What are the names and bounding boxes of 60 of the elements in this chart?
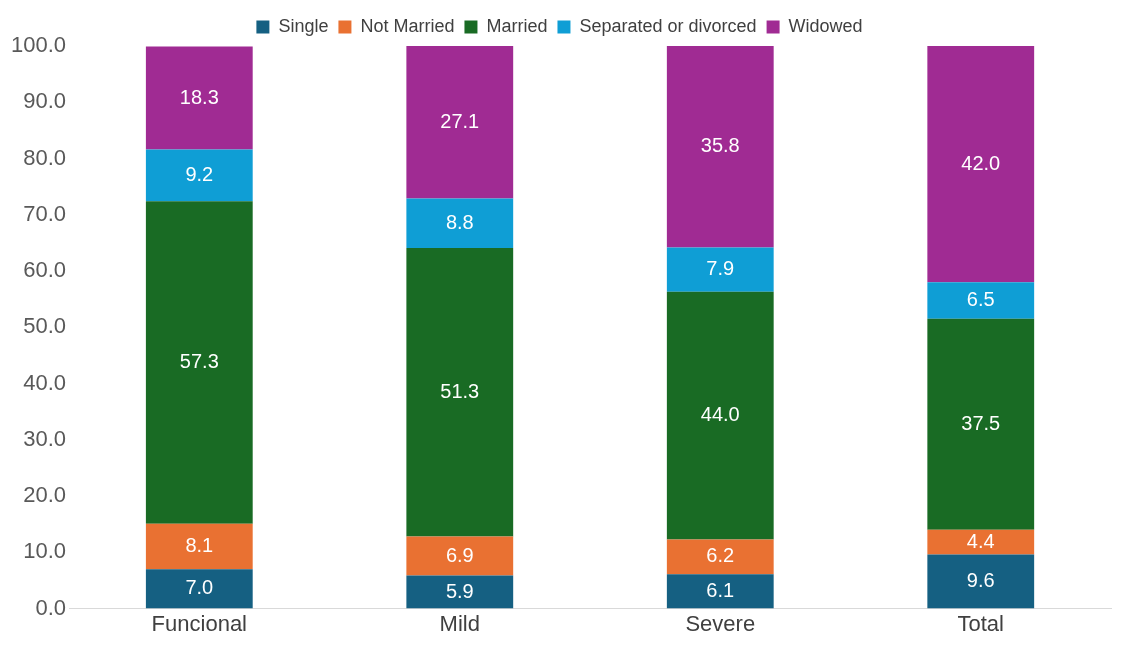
data-label: 6.9	[445, 543, 474, 566]
x-tick-label: Mild	[439, 610, 480, 636]
bar	[666, 574, 774, 609]
legend-label: Separated or divorced	[579, 15, 757, 36]
bar	[927, 282, 1035, 319]
bar	[145, 201, 253, 524]
data-label: 8.1	[185, 533, 214, 556]
data-label: 44.0	[700, 403, 740, 426]
x-tick-label: Funcional	[151, 610, 247, 636]
data-label: 7.9	[706, 257, 735, 280]
data-label: 27.1	[440, 109, 480, 132]
data-label: 5.9	[445, 579, 474, 602]
bar	[145, 569, 253, 609]
data-label: 35.8	[700, 134, 740, 157]
y-tick-label: 40.0	[23, 369, 67, 395]
y-tick-label: 100.0	[10, 32, 67, 58]
legend-label: Married	[486, 15, 548, 36]
bar	[145, 149, 253, 202]
bar	[927, 529, 1035, 555]
data-label: 6.1	[706, 578, 735, 601]
y-tick-label: 80.0	[23, 144, 67, 170]
bar	[927, 318, 1035, 530]
y-tick-label: 20.0	[23, 482, 67, 508]
bar	[406, 198, 514, 248]
y-tick-label: 70.0	[23, 200, 67, 226]
y-tick-label: 90.0	[23, 88, 67, 114]
bar	[406, 46, 514, 199]
bar	[406, 575, 514, 609]
data-label: 57.3	[179, 349, 219, 372]
y-tick-label: 60.0	[23, 257, 67, 283]
x-tick-label: Severe	[685, 610, 756, 636]
data-label: 7.0	[185, 576, 214, 599]
y-tick-label: 50.0	[23, 313, 67, 339]
x-tick-label: Total	[957, 610, 1004, 636]
legend-label: Widowed	[788, 15, 863, 36]
data-label: 9.6	[966, 569, 995, 592]
bar	[406, 247, 514, 537]
bar	[145, 523, 253, 570]
bar	[666, 247, 774, 292]
data-label: 18.3	[179, 85, 219, 108]
data-label: 6.5	[966, 288, 995, 311]
y-tick-label: 0.0	[35, 594, 67, 620]
data-label: 51.3	[440, 379, 480, 402]
bar	[406, 536, 514, 576]
data-label: 42.0	[961, 151, 1001, 174]
bar	[927, 46, 1035, 283]
data-label: 37.5	[961, 411, 1001, 434]
bar	[927, 554, 1035, 609]
data-label: 6.2	[706, 544, 735, 567]
y-tick-label: 30.0	[23, 425, 67, 451]
legend-label: Single	[278, 15, 329, 36]
bar	[145, 46, 253, 150]
data-label: 4.4	[966, 529, 995, 552]
data-label: 8.8	[445, 210, 474, 233]
legend-label: Not Married	[360, 15, 455, 36]
data-label: 9.2	[185, 162, 214, 185]
y-tick-label: 10.0	[23, 538, 67, 564]
bar	[666, 46, 774, 248]
bar	[666, 291, 774, 540]
bar	[666, 539, 774, 575]
